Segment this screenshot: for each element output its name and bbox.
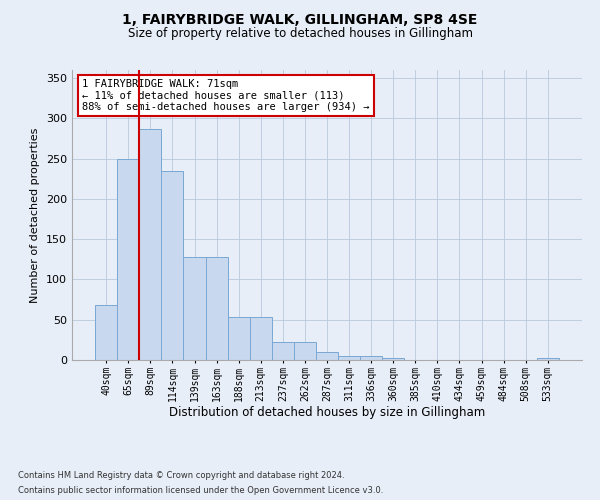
Text: 1 FAIRYBRIDGE WALK: 71sqm
← 11% of detached houses are smaller (113)
88% of semi: 1 FAIRYBRIDGE WALK: 71sqm ← 11% of detac… [82, 78, 370, 112]
Text: Contains HM Land Registry data © Crown copyright and database right 2024.: Contains HM Land Registry data © Crown c… [18, 471, 344, 480]
Bar [161, 170, 184, 360]
Text: Size of property relative to detached houses in Gillingham: Size of property relative to detached ho… [128, 28, 473, 40]
Bar [272, 342, 294, 360]
Text: 1, FAIRYBRIDGE WALK, GILLINGHAM, SP8 4SE: 1, FAIRYBRIDGE WALK, GILLINGHAM, SP8 4SE [122, 12, 478, 26]
Bar [338, 356, 360, 360]
Bar [95, 305, 117, 360]
Bar [227, 318, 250, 360]
Bar [360, 356, 382, 360]
Bar [117, 158, 139, 360]
Text: Contains public sector information licensed under the Open Government Licence v3: Contains public sector information licen… [18, 486, 383, 495]
X-axis label: Distribution of detached houses by size in Gillingham: Distribution of detached houses by size … [169, 406, 485, 420]
Bar [139, 129, 161, 360]
Bar [184, 257, 206, 360]
Bar [206, 257, 227, 360]
Bar [537, 358, 559, 360]
Bar [382, 358, 404, 360]
Bar [250, 318, 272, 360]
Bar [316, 352, 338, 360]
Y-axis label: Number of detached properties: Number of detached properties [31, 128, 40, 302]
Bar [294, 342, 316, 360]
